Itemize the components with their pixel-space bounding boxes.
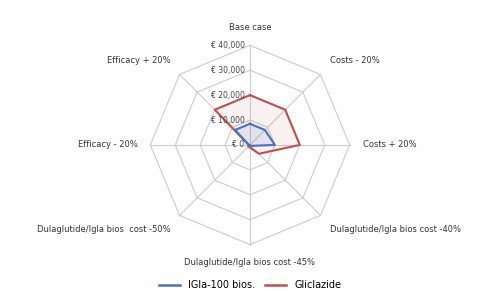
Text: € 10,000: € 10,000 (210, 116, 244, 124)
Text: € 40,000: € 40,000 (210, 41, 244, 50)
Text: Dulaglutide/Igla bios cost -40%: Dulaglutide/Igla bios cost -40% (330, 225, 460, 233)
Text: Dulaglutide/Igla bios cost -45%: Dulaglutide/Igla bios cost -45% (184, 258, 316, 267)
Text: Dulaglutide/Igla bios  cost -50%: Dulaglutide/Igla bios cost -50% (36, 225, 170, 233)
Text: € 0: € 0 (232, 140, 244, 149)
Text: € 30,000: € 30,000 (210, 66, 244, 75)
Legend: IGla-100 bios., Gliclazide: IGla-100 bios., Gliclazide (155, 276, 345, 294)
Polygon shape (235, 124, 275, 146)
Text: Efficacy - 20%: Efficacy - 20% (78, 140, 138, 149)
Text: Efficacy + 20%: Efficacy + 20% (106, 56, 170, 65)
Text: Costs - 20%: Costs - 20% (330, 56, 380, 65)
Polygon shape (215, 95, 300, 154)
Text: Costs + 20%: Costs + 20% (362, 140, 416, 149)
Text: € 20,000: € 20,000 (210, 91, 244, 100)
Text: Base case: Base case (228, 23, 272, 32)
